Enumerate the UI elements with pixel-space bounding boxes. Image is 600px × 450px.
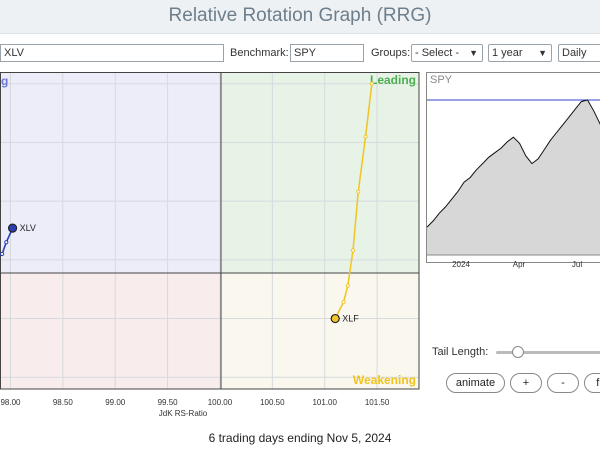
xlf-tail-point — [341, 300, 346, 305]
x-tick-label: 98.50 — [53, 398, 74, 407]
spy-area — [427, 100, 600, 255]
fit-button[interactable]: fi — [584, 373, 600, 393]
groups-label: Groups: — [371, 47, 411, 59]
xlf-tail-point — [345, 283, 350, 288]
xlf-tail-point — [363, 134, 368, 139]
spy-chart-title: SPY — [430, 74, 453, 86]
xlv-tail-point — [4, 240, 9, 245]
quadrant-weakening — [221, 273, 419, 389]
zoom-in-button[interactable]: + — [510, 373, 542, 393]
plot-frame — [0, 72, 420, 390]
rrg-chart: g Leading Weakening 98.00 98.50 99.00 99.50… — [0, 72, 420, 418]
x-tick-label: 100.50 — [260, 398, 285, 407]
spy-chart: SPY 2024 Apr Jul — [426, 72, 600, 269]
xlf-tail-point — [356, 189, 361, 194]
x-tick-label: 99.50 — [158, 398, 179, 407]
tail-length-label: Tail Length: — [432, 346, 489, 358]
page-title: Relative Rotation Graph (RRG) — [168, 5, 432, 26]
xlv-head-point[interactable] — [7, 223, 18, 233]
zoom-out-button[interactable]: - — [547, 373, 579, 393]
period-select[interactable]: 1 year ▼ — [488, 44, 552, 62]
xlv-tail-point — [0, 251, 5, 257]
x-tick-label: 98.00 — [0, 398, 21, 407]
tail-length-slider-handle[interactable] — [512, 346, 524, 358]
title-bar: Relative Rotation Graph (RRG) — [0, 0, 600, 34]
groups-select[interactable]: - Select - ▼ — [411, 44, 483, 62]
x-tick-label: 99.00 — [105, 398, 126, 407]
quadrant-leading — [221, 72, 419, 273]
spy-x-tick-label: 2024 — [452, 260, 470, 269]
benchmark-input[interactable]: SPY — [290, 44, 364, 62]
period-select-value: 1 year — [492, 47, 523, 59]
xlf-head-point[interactable] — [330, 313, 340, 324]
spy-price-line — [426, 99, 600, 228]
quadrant-improving — [0, 72, 221, 273]
x-tick-label: 100.00 — [208, 398, 233, 407]
xlf-label: XLF — [342, 314, 359, 324]
quadrant-label-weakening: Weakening — [353, 373, 416, 387]
quadrant-label-leading: Leading — [370, 73, 416, 87]
grid-lines — [0, 72, 419, 389]
groups-select-value: - Select - — [415, 47, 460, 59]
rrg-series: XLV XLF — [0, 81, 374, 324]
frequency-select[interactable]: Daily — [558, 44, 600, 62]
xlv-label: XLV — [20, 223, 36, 233]
spy-x-tick-label: Jul — [572, 260, 582, 269]
spy-x-ticks: 2024 Apr Jul — [452, 260, 582, 269]
chevron-down-icon: ▼ — [469, 48, 478, 58]
frequency-select-value: Daily — [562, 47, 587, 59]
x-axis-label: JdK RS-Ratio — [159, 409, 208, 418]
quadrant-lagging — [0, 273, 221, 389]
xlf-tail-point — [369, 81, 374, 86]
chevron-down-icon: ▼ — [538, 48, 547, 58]
x-tick-label: 101.00 — [312, 398, 337, 407]
footer-caption: 6 trading days ending Nov 5, 2024 — [208, 431, 392, 445]
symbols-input[interactable]: XLV — [0, 44, 224, 62]
x-tick-label: 101.50 — [365, 398, 390, 407]
tail-length-slider[interactable] — [496, 351, 600, 354]
xlf-tail-point — [350, 248, 356, 253]
x-axis-ticks: 98.00 98.50 99.00 99.50 100.00 100.50 101.00 10… — [0, 398, 389, 407]
animate-button[interactable]: animate — [446, 373, 505, 393]
benchmark-label: Benchmark: — [230, 47, 289, 59]
quadrant-label-improving: g — [1, 74, 8, 88]
spy-x-tick-label: Apr — [513, 260, 526, 269]
